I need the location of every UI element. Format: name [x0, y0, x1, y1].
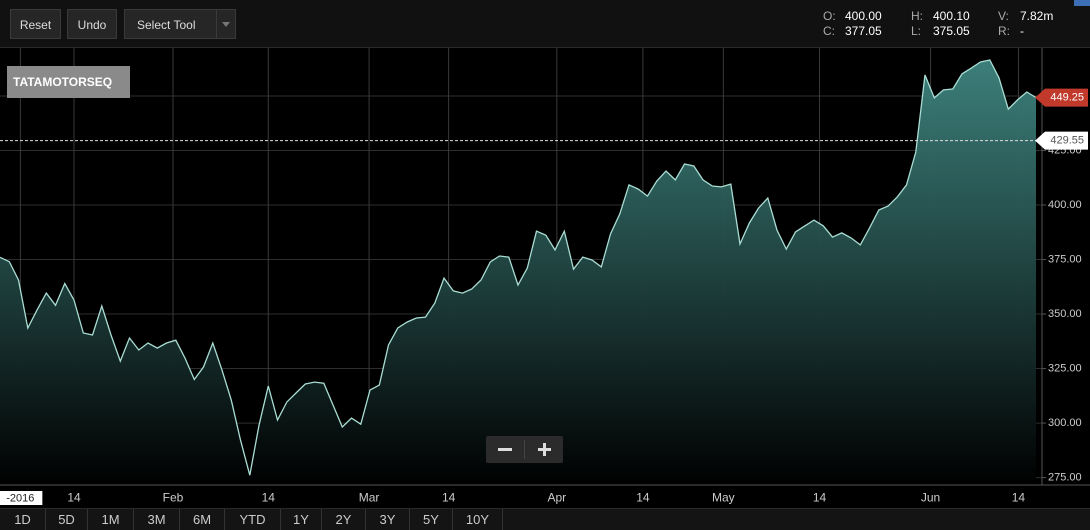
price-marker — [1035, 88, 1088, 107]
range-button[interactable]: YTD — [225, 509, 281, 530]
price-marker-label: 429.55 — [1050, 134, 1084, 146]
reset-button[interactable]: Reset — [10, 9, 61, 39]
y-tick-label: 300.00 — [1048, 417, 1082, 429]
quote-column: O: 400.00 C: 377.05 — [823, 9, 882, 39]
zoom-control — [486, 436, 563, 463]
x-tick-label: Apr — [548, 491, 567, 505]
y-tick-label: 350.00 — [1048, 308, 1082, 320]
y-tick-label: 375.00 — [1048, 253, 1082, 265]
toolbar: Reset Undo Select Tool O: 400.00 C: 377.05 H… — [0, 0, 1090, 48]
quote-value: - — [1020, 24, 1024, 38]
range-button[interactable]: 10Y — [453, 509, 503, 530]
quote-row: H: 400.10 — [911, 9, 970, 24]
corner-tab — [1074, 0, 1090, 6]
quote-row: C: 377.05 — [823, 24, 882, 39]
arrow-shape — [222, 22, 230, 27]
symbol-label: TATAMOTORSEQ — [7, 66, 130, 98]
quote-key: O: — [823, 9, 836, 23]
price-marker-label: 449.25 — [1050, 92, 1084, 104]
x-tick-label: -2016 — [6, 492, 34, 504]
y-tick-label: 275.00 — [1048, 471, 1082, 483]
quote-row: O: 400.00 — [823, 9, 882, 24]
x-tick-label: 14 — [262, 491, 276, 505]
x-tick-label: 14 — [813, 491, 827, 505]
range-button[interactable]: 3Y — [366, 509, 410, 530]
undo-button[interactable]: Undo — [67, 9, 117, 39]
x-tick-label: 14 — [636, 491, 650, 505]
range-button[interactable]: 5D — [46, 509, 88, 530]
x-tick-label: Feb — [163, 491, 184, 505]
quote-column: V: 7.82m R: - — [998, 9, 1053, 39]
zoom-icons — [498, 440, 551, 459]
dropdown-arrow[interactable] — [216, 10, 235, 38]
quote-value: 7.82m — [1020, 9, 1054, 23]
quote-value: 377.05 — [845, 24, 882, 38]
price-line — [0, 59, 1037, 476]
x-tick-label: Jun — [921, 491, 940, 505]
quote-value: 375.05 — [933, 24, 970, 38]
price-marker — [1035, 131, 1088, 150]
y-tick-label: 400.00 — [1048, 199, 1082, 211]
quote-value: 400.10 — [933, 9, 970, 23]
quote-key: L: — [911, 24, 922, 38]
range-bar: 1D 5D 1M 3M 6M YTD 1Y 2Y 3Y 5Y 10Y — [0, 508, 1090, 530]
range-button[interactable]: 3M — [134, 509, 180, 530]
x-tick-label: Mar — [359, 491, 380, 505]
quote-key: C: — [823, 24, 835, 38]
select-tool-label: Select Tool — [137, 18, 196, 32]
current-date-box — [0, 491, 43, 505]
x-tick-label: May — [712, 491, 735, 505]
quote-row: V: 7.82m — [998, 9, 1053, 24]
range-button[interactable]: 2Y — [322, 509, 366, 530]
quote-key: V: — [998, 9, 1009, 23]
range-button[interactable]: 1Y — [281, 509, 322, 530]
y-tick-label: 325.00 — [1048, 362, 1082, 374]
x-tick-label: 14 — [1012, 491, 1026, 505]
range-button[interactable]: 6M — [180, 509, 225, 530]
select-tool-dropdown[interactable]: Select Tool — [124, 9, 236, 39]
quote-value: 400.00 — [845, 9, 882, 23]
range-button[interactable]: 5Y — [410, 509, 453, 530]
arrow-icon — [222, 22, 230, 27]
axis-panel — [1042, 48, 1090, 485]
range-button[interactable]: 1D — [0, 509, 46, 530]
quote-key: H: — [911, 9, 923, 23]
x-tick-label: 14 — [67, 491, 81, 505]
x-tick-label: 14 — [442, 491, 456, 505]
quote-key: R: — [998, 24, 1010, 38]
quote-row: L: 375.05 — [911, 24, 970, 39]
quote-column: H: 400.10 L: 375.05 — [911, 9, 970, 39]
quote-row: R: - — [998, 24, 1053, 39]
area-fill — [0, 60, 1036, 485]
range-button[interactable]: 1M — [88, 509, 134, 530]
